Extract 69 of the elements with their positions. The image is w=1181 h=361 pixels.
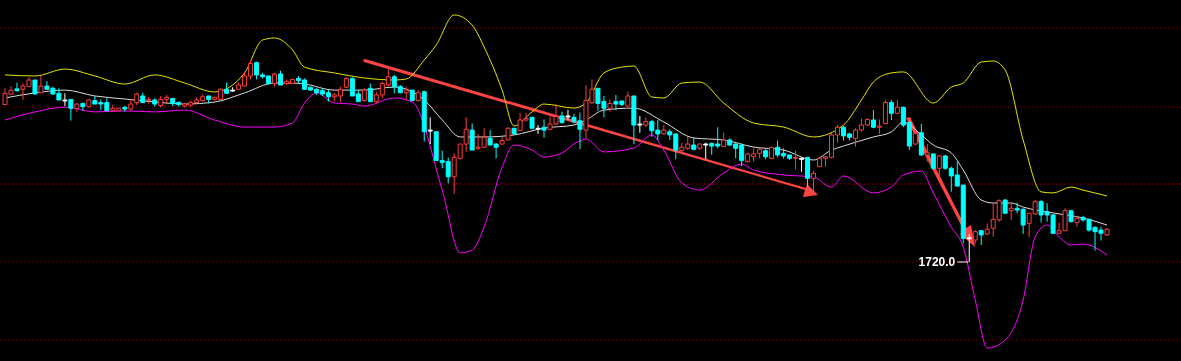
candlestick	[134, 92, 140, 106]
candlestick	[1074, 215, 1080, 228]
candlestick	[924, 143, 930, 163]
candlestick	[230, 86, 236, 93]
candlestick	[343, 76, 349, 89]
candlestick	[68, 98, 74, 122]
candlestick	[661, 124, 667, 136]
candlestick	[278, 70, 283, 86]
candlestick	[86, 98, 92, 108]
candlestick	[721, 132, 727, 148]
candlestick	[984, 222, 990, 236]
candlestick	[870, 109, 876, 129]
candlestick	[469, 122, 475, 151]
candlestick	[535, 124, 541, 135]
candlestick	[403, 86, 409, 100]
candlestick	[529, 116, 535, 129]
candlestick	[206, 95, 212, 104]
candlestick	[74, 102, 80, 113]
candlestick	[122, 105, 128, 113]
candlestick	[769, 146, 775, 159]
candlestick	[805, 156, 811, 188]
candlestick	[876, 118, 882, 135]
candlestick	[691, 136, 697, 151]
candlestick	[978, 229, 984, 246]
candlestick	[930, 152, 936, 170]
candlestick	[643, 116, 649, 128]
candlestick	[38, 75, 44, 94]
annotation: 1720.0	[918, 255, 956, 270]
candlestick	[367, 82, 373, 103]
candlestick	[146, 96, 152, 105]
candlestick	[763, 148, 769, 160]
candlestick	[894, 99, 900, 115]
candlestick	[793, 150, 799, 170]
candlestick	[918, 123, 924, 157]
candlestick	[62, 92, 68, 107]
candlestick	[888, 99, 894, 121]
candlestick	[272, 72, 278, 88]
candlestick	[427, 116, 433, 145]
candlestick	[799, 156, 805, 173]
candlestick	[559, 111, 565, 124]
candlestick	[128, 98, 134, 112]
candlestick	[14, 82, 20, 93]
candlestick	[882, 99, 888, 125]
candlestick	[80, 102, 86, 112]
candlestick	[140, 92, 146, 104]
candlestick	[541, 118, 547, 139]
candlestick	[697, 142, 703, 151]
candlestick	[637, 115, 643, 134]
candlestick	[607, 98, 613, 113]
candlestick	[511, 127, 517, 135]
candlestick	[152, 97, 158, 108]
candlestick	[415, 89, 421, 103]
candlestick	[32, 79, 38, 96]
candlestick	[631, 95, 637, 145]
candlestick	[421, 90, 427, 143]
candlestick	[625, 91, 631, 107]
candlestick	[224, 82, 230, 95]
candlestick	[811, 170, 817, 194]
candlestick	[565, 109, 571, 121]
candlestick	[1068, 209, 1074, 224]
candlestick	[972, 229, 978, 245]
candlestick	[936, 154, 942, 178]
candlestick	[1002, 198, 1008, 214]
candlestick	[1104, 227, 1110, 237]
candlestick	[912, 131, 918, 146]
candlestick	[703, 142, 709, 160]
candlestick	[361, 87, 367, 103]
candlestick	[409, 89, 415, 102]
candlestick	[1008, 202, 1014, 221]
